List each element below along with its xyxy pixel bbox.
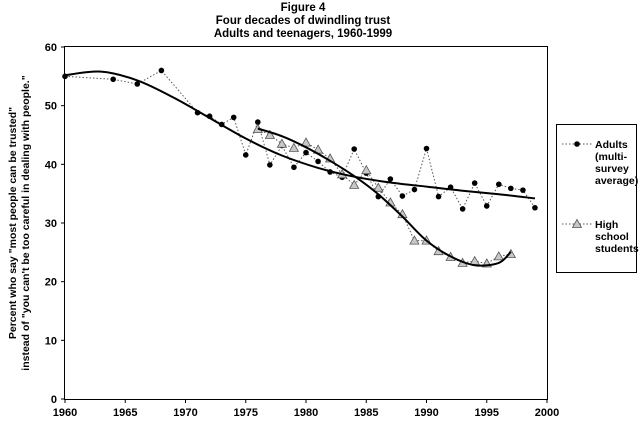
data-point (288, 142, 300, 152)
data-point (532, 204, 538, 211)
chart-title-block: Figure 4 Four decades of dwindling trust… (58, 2, 548, 41)
y-axis-label-line-2: instead of "you can't be too careful in … (20, 75, 32, 370)
y-tick-label: 30 (45, 218, 57, 230)
figure-label: Figure 4 (280, 2, 326, 14)
legend-label-line: (multi- (595, 151, 628, 163)
data-point (409, 235, 420, 245)
chart-subtitle: Adults and teenagers, 1960-1999 (213, 28, 393, 40)
x-tick-label: 1965 (113, 407, 137, 419)
legend-label-line: average) (595, 175, 638, 187)
legend-marker (571, 218, 583, 228)
data-point (230, 114, 237, 121)
x-axis-ticks (64, 399, 548, 403)
y-tick-label: 20 (45, 277, 57, 289)
data-point (110, 76, 116, 83)
data-point (291, 164, 297, 171)
data-point (254, 119, 261, 125)
x-axis-tick-labels: 1960 1965 1970 1975 1980 1985 1990 1995 2000 (53, 407, 559, 419)
data-point (399, 193, 406, 199)
data-point (361, 164, 372, 175)
x-tick-label: 1960 (53, 407, 77, 419)
y-tick-label: 60 (45, 42, 57, 54)
data-point (242, 152, 249, 158)
y-tick-label: 50 (45, 101, 57, 113)
y-tick-label: 0 (51, 394, 57, 406)
data-point (387, 176, 394, 182)
data-point (349, 179, 360, 189)
legend-label-line: survey (595, 163, 629, 175)
series-line (257, 128, 511, 265)
data-point (300, 137, 312, 147)
y-axis-label-line-1: Percent who say "most people can be trus… (7, 107, 19, 339)
x-tick-label: 1995 (475, 407, 499, 419)
data-point (459, 206, 466, 212)
data-point (303, 149, 309, 156)
data-point (435, 193, 442, 200)
data-point (471, 180, 478, 186)
y-axis-ticks (61, 46, 65, 400)
x-tick-label: 2000 (535, 407, 559, 419)
data-point (315, 158, 321, 165)
legend-marker (574, 141, 580, 147)
legend-box (556, 124, 637, 273)
y-axis-tick-labels: 0 10 20 30 40 50 60 (45, 42, 57, 406)
x-tick-label: 1970 (173, 407, 197, 419)
data-point (520, 187, 526, 193)
data-point (508, 185, 514, 192)
data-point (267, 162, 273, 168)
trend-line-2 (257, 127, 512, 267)
data-point (373, 182, 384, 192)
data-point (483, 203, 490, 209)
data-point (134, 81, 141, 87)
x-tick-label: 1990 (414, 407, 438, 419)
x-tick-label: 1975 (234, 407, 258, 419)
plot-area-frame (64, 46, 548, 400)
trend-layer (64, 70, 536, 267)
data-point (493, 251, 504, 261)
data-point (351, 146, 358, 152)
x-tick-label: 1980 (294, 407, 318, 419)
trend-line-1 (64, 70, 536, 200)
x-tick-label: 1985 (354, 407, 378, 419)
data-point (264, 129, 276, 139)
chart-title: Four decades of dwindling trust (215, 15, 391, 27)
data-point (411, 186, 418, 193)
legend-label-line: students (595, 243, 639, 255)
y-tick-label: 10 (45, 335, 57, 347)
legend-label-line: High (595, 219, 618, 231)
y-tick-label: 40 (45, 159, 57, 171)
data-point (423, 145, 430, 152)
data-point (496, 181, 502, 188)
y-axis-label: Percent who say "most people can be trus… (7, 75, 32, 370)
data-point (158, 67, 165, 74)
data-point (276, 138, 288, 148)
legend-label-line: Adults (595, 139, 628, 151)
legend-label-line: school (595, 231, 629, 243)
